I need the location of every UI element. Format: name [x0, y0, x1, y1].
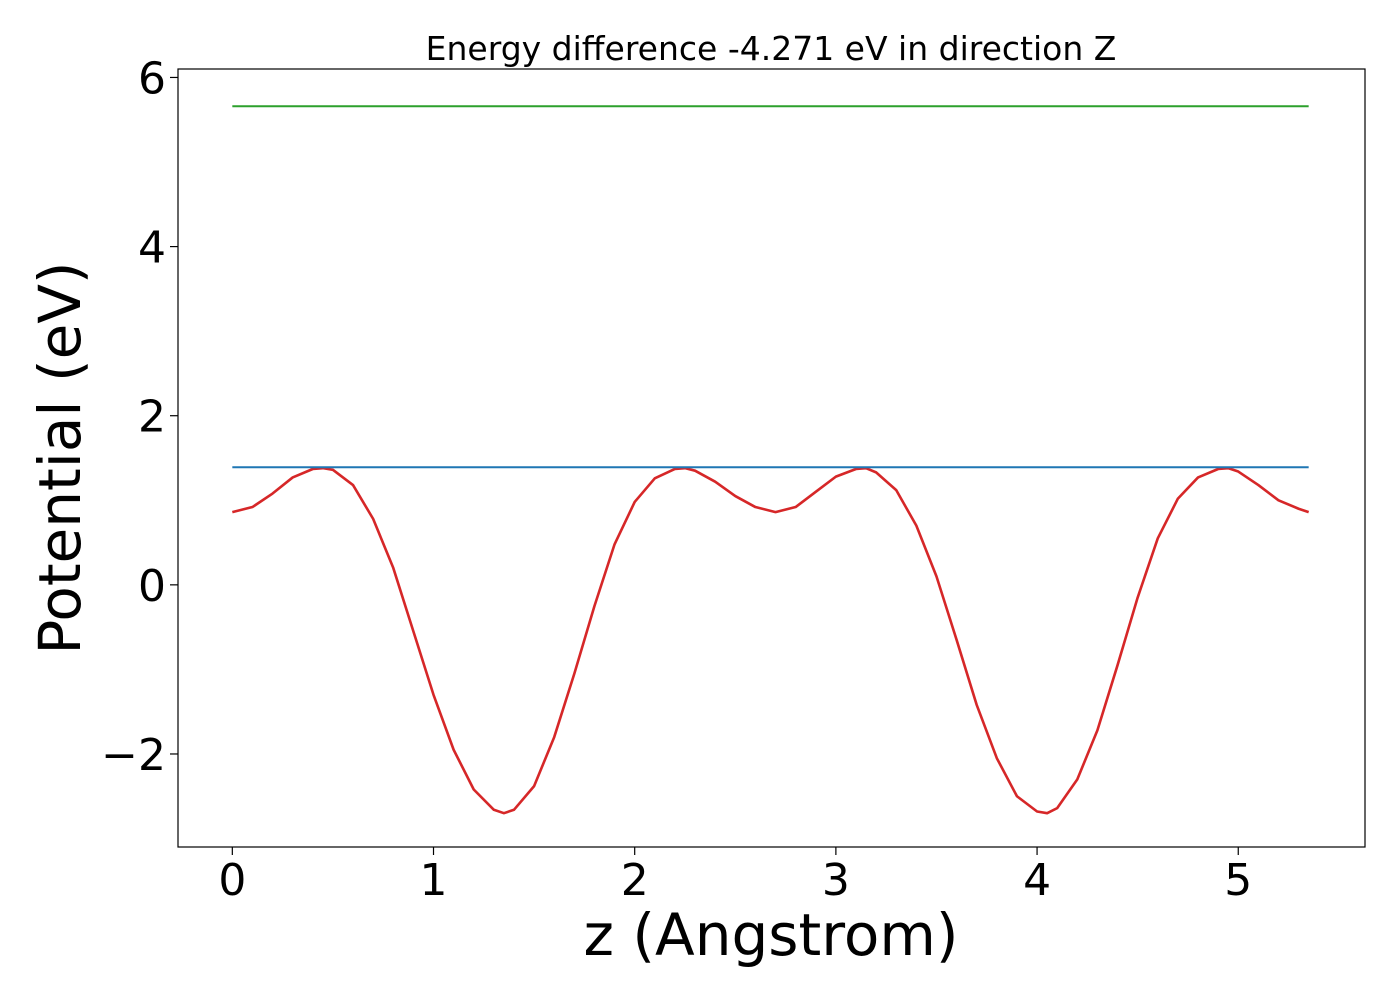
x-axis-label: z (Angstrom) — [584, 901, 959, 969]
y-axis-label: Potential (eV) — [26, 261, 94, 654]
chart-title: Energy difference -4.271 eV in direction… — [426, 29, 1117, 68]
y-tick-label: 6 — [138, 53, 166, 104]
y-tick-label: 2 — [138, 392, 166, 443]
potential-curve — [232, 466, 1310, 815]
x-tick-label: 2 — [621, 855, 649, 906]
x-tick-label: 4 — [1023, 855, 1051, 906]
x-tick-label: 0 — [218, 855, 246, 906]
y-axis-ticks: −2 0 2 4 6 — [101, 53, 178, 781]
x-tick-label: 1 — [420, 855, 448, 906]
x-tick-label: 5 — [1224, 855, 1252, 906]
x-axis-ticks: 0 1 2 3 4 5 — [218, 847, 1252, 906]
y-tick-label: 0 — [138, 561, 166, 612]
series-layer — [232, 105, 1310, 815]
plot-area-frame — [177, 68, 1366, 848]
y-tick-label: 4 — [138, 223, 166, 274]
y-tick-label: −2 — [101, 730, 166, 781]
x-tick-label: 3 — [822, 855, 850, 906]
